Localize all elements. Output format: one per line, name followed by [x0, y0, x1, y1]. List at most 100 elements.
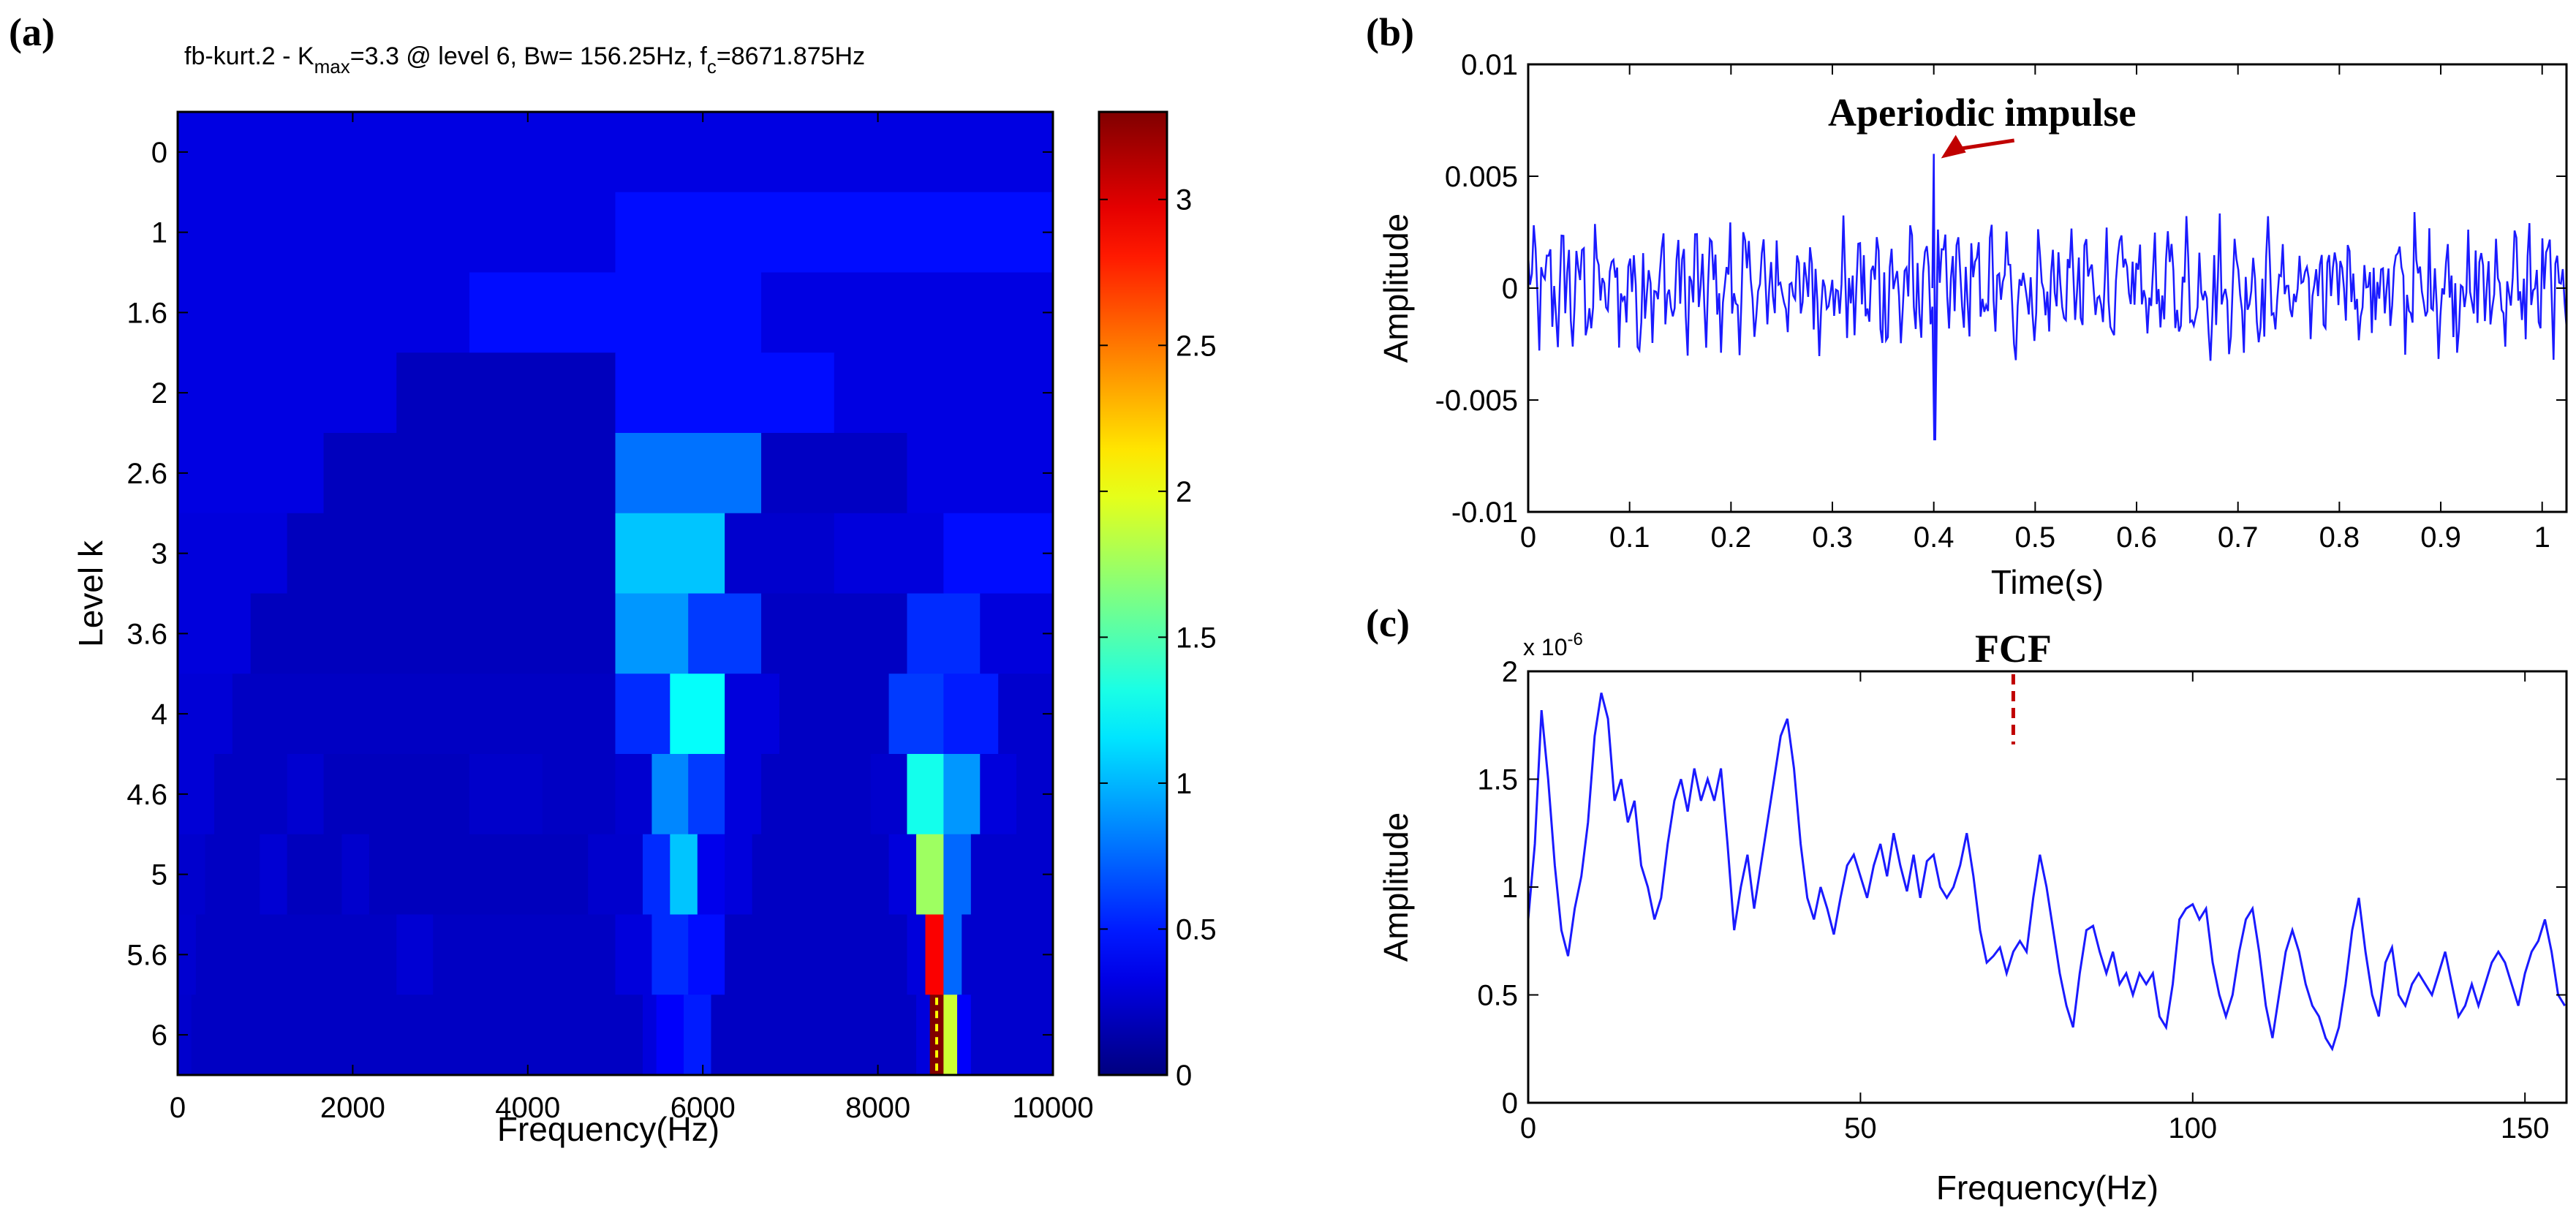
- heatmap-cell: [970, 995, 1054, 1076]
- y-tick-label: 0: [151, 137, 167, 169]
- x-tick-label: 50: [1844, 1112, 1877, 1144]
- colorbar-tick-label: 2.5: [1176, 330, 1217, 362]
- heatmap-cell: [323, 433, 616, 514]
- envelope-spectrum-line: [1528, 693, 2566, 1052]
- y-tick-label: 0: [1502, 273, 1518, 305]
- heatmap-cell: [651, 754, 690, 835]
- heatmap-cell: [907, 754, 945, 835]
- panel-b-x-label: Time(s): [1991, 563, 2104, 601]
- y-tick-label: 3: [151, 538, 167, 570]
- panel-a-label: (a): [9, 10, 55, 54]
- heatmap-cell: [369, 834, 589, 916]
- heatmap-cell: [907, 593, 981, 675]
- x-tick-label: 4000: [495, 1092, 560, 1124]
- heatmap-y-label: Level k: [72, 540, 110, 647]
- x-tick-label: 150: [2501, 1112, 2550, 1144]
- heatmap-cell: [178, 433, 325, 514]
- x-tick-label: 0.1: [1609, 521, 1650, 554]
- heatmap-cell: [469, 754, 543, 835]
- heatmap-cell: [615, 433, 762, 514]
- panel-c-exponent: x 10-6: [1523, 630, 1583, 660]
- x-tick-label: 0.5: [2015, 521, 2056, 554]
- heatmap-cell: [341, 834, 370, 916]
- heatmap-cell: [615, 674, 671, 755]
- heatmap-cells: [178, 112, 1054, 1076]
- annotation-arrow-shaft: [1954, 138, 2015, 151]
- y-tick-label: -0.005: [1435, 385, 1518, 417]
- heatmap-cell: [615, 593, 690, 675]
- heatmap-y-ticks: 0 1 1.6 2 2.6 3 3.6 4 4.6 5 5.6 6: [126, 137, 1053, 1052]
- heatmap-cell: [191, 995, 643, 1076]
- heatmap-cell: [615, 754, 653, 835]
- y-tick-label: 0.005: [1445, 161, 1518, 193]
- y-tick-label: 0.01: [1461, 49, 1518, 81]
- heatmap-cell: [656, 995, 684, 1076]
- heatmap-cell: [688, 754, 725, 835]
- heatmap-cell: [214, 754, 288, 835]
- y-tick-label: 2: [1502, 656, 1518, 688]
- heatmap-cell: [232, 674, 616, 755]
- x-tick-label: 1: [2534, 521, 2550, 554]
- heatmap-cell: [970, 834, 1054, 916]
- heatmap-cell: [178, 112, 1054, 193]
- panel-c-x-label: Frequency(Hz): [1936, 1169, 2158, 1207]
- heatmap-cell: [396, 352, 616, 434]
- heatmap-cell: [907, 433, 1054, 514]
- x-tick-label: 8000: [845, 1092, 910, 1124]
- heatmap-cell: [542, 754, 616, 835]
- heatmap-cell: [725, 914, 908, 996]
- x-tick-label: 0.9: [2420, 521, 2461, 554]
- heatmap-cell: [651, 914, 690, 996]
- heatmap-cell: [752, 834, 890, 916]
- y-tick-label: 1.6: [126, 297, 167, 329]
- panel-c-x-ticks: 0 50 100 150: [1520, 671, 2550, 1144]
- panel-b-label: (b): [1366, 10, 1414, 54]
- y-tick-label: 5.6: [126, 939, 167, 971]
- heatmap-cell: [396, 914, 434, 996]
- y-tick-label: 1: [151, 217, 167, 249]
- heatmap-cell: [697, 834, 725, 916]
- colorbar: [1098, 110, 1168, 1076]
- x-tick-label: 0.3: [1812, 521, 1853, 554]
- heatmap-x-ticks: 0 2000 4000 6000 8000 10000: [170, 112, 1094, 1124]
- panel-a-kurtogram: (a) fb-kurt.2 - Kmax=3.3 @ level 6, Bw= …: [9, 10, 1217, 1148]
- x-tick-label: 10000: [1012, 1092, 1093, 1124]
- heatmap-cell: [888, 674, 945, 755]
- heatmap-cell: [642, 995, 657, 1076]
- heatmap-cell: [870, 754, 908, 835]
- x-tick-label: 0.4: [1914, 521, 1954, 554]
- heatmap-cell: [834, 513, 945, 595]
- heatmap-cell: [980, 593, 1054, 675]
- panel-b-y-label: Amplitude: [1377, 214, 1415, 363]
- x-tick-label: 0.7: [2218, 521, 2259, 554]
- panel-c-label: (c): [1366, 601, 1410, 645]
- colorbar-tick-label: 1: [1176, 768, 1192, 800]
- x-tick-label: 0.6: [2116, 521, 2157, 554]
- annotation-arrow: [1941, 135, 2015, 159]
- heatmap-cell: [779, 674, 890, 755]
- x-tick-label: 0: [1520, 1112, 1536, 1144]
- y-tick-label: 2: [151, 377, 167, 410]
- heatmap-x-label: Frequency(Hz): [497, 1110, 719, 1148]
- heatmap-cell: [761, 593, 908, 675]
- y-tick-label: 4: [151, 698, 167, 731]
- x-tick-label: 0.8: [2319, 521, 2360, 554]
- heatmap-frame: [176, 110, 1054, 1076]
- heatmap-cell: [287, 754, 325, 835]
- colorbar-ticks: 0 0.5 1 1.5 2 2.5 3: [1099, 184, 1217, 1092]
- y-tick-label: 3.6: [126, 618, 167, 650]
- y-tick-label: 0: [1502, 1087, 1518, 1120]
- heatmap-cell: [943, 834, 972, 916]
- heatmap-cell: [615, 352, 835, 434]
- heatmap-cell: [929, 995, 945, 1076]
- heatmap-cell: [916, 834, 945, 916]
- heatmap-cell: [178, 593, 252, 675]
- panel-b-x-ticks: 0 0.1 0.2 0.3 0.4 0.5 0.6 0.7 0.8 0.9 1: [1520, 64, 2550, 554]
- panel-c-y-label: Amplitude: [1377, 812, 1415, 962]
- heatmap-cell: [205, 834, 261, 916]
- time-signal-line: [1528, 154, 2566, 441]
- heatmap-cell: [178, 192, 616, 273]
- heatmap-cell: [178, 352, 398, 434]
- panel-b-y-ticks: -0.01 -0.005 0 0.005 0.01: [1435, 49, 2566, 529]
